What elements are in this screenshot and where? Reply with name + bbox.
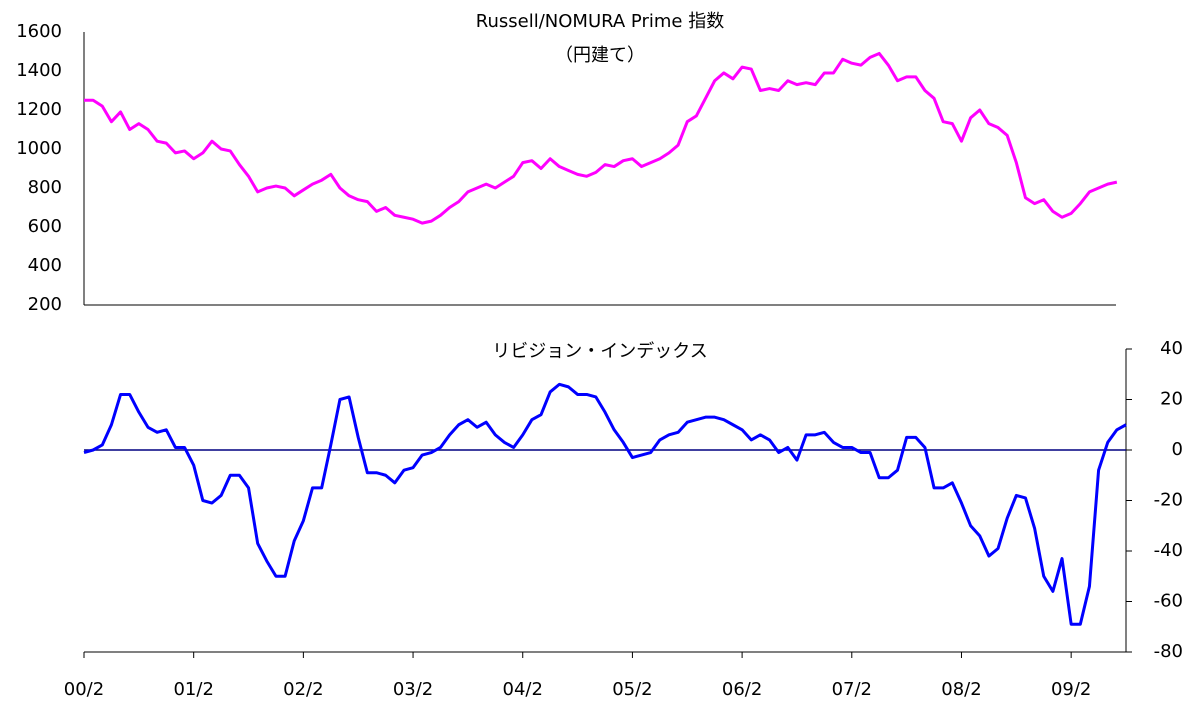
chart-title: リビジョン・インデックス xyxy=(492,341,707,362)
y-tick-label: 40 xyxy=(1160,338,1183,359)
y-tick-label: 20 xyxy=(1160,389,1183,410)
y-tick-label: 1600 xyxy=(16,21,62,42)
y-tick-label: 200 xyxy=(28,294,62,315)
y-tick-label: -40 xyxy=(1154,540,1183,561)
y-tick-label: 600 xyxy=(28,216,62,237)
x-tick-label: 00/2 xyxy=(64,679,104,700)
x-tick-label: 06/2 xyxy=(722,679,762,700)
y-tick-label: 1400 xyxy=(16,60,62,81)
x-tick-label: 02/2 xyxy=(283,679,323,700)
y-tick-label: -80 xyxy=(1154,641,1183,662)
y-tick-label: 0 xyxy=(1172,439,1183,460)
chart-title: Russell/NOMURA Prime 指数 xyxy=(476,11,724,32)
x-tick-label: 05/2 xyxy=(612,679,652,700)
x-tick-label: 04/2 xyxy=(503,679,543,700)
x-tick-label: 03/2 xyxy=(393,679,433,700)
data-line xyxy=(84,51,1118,225)
y-tick-label: -60 xyxy=(1154,591,1183,612)
x-tick-label: 08/2 xyxy=(941,679,981,700)
x-tick-label: 09/2 xyxy=(1051,679,1091,700)
y-tick-label: 800 xyxy=(28,177,62,198)
y-tick-label: 400 xyxy=(28,255,62,276)
x-tick-label: 01/2 xyxy=(173,679,213,700)
chart-subtitle: （円建て） xyxy=(555,45,645,66)
y-tick-label: -20 xyxy=(1154,490,1183,511)
x-tick-label: 07/2 xyxy=(832,679,872,700)
data-line xyxy=(83,382,1127,626)
y-tick-label: 1000 xyxy=(16,138,62,159)
y-tick-label: 1200 xyxy=(16,99,62,120)
